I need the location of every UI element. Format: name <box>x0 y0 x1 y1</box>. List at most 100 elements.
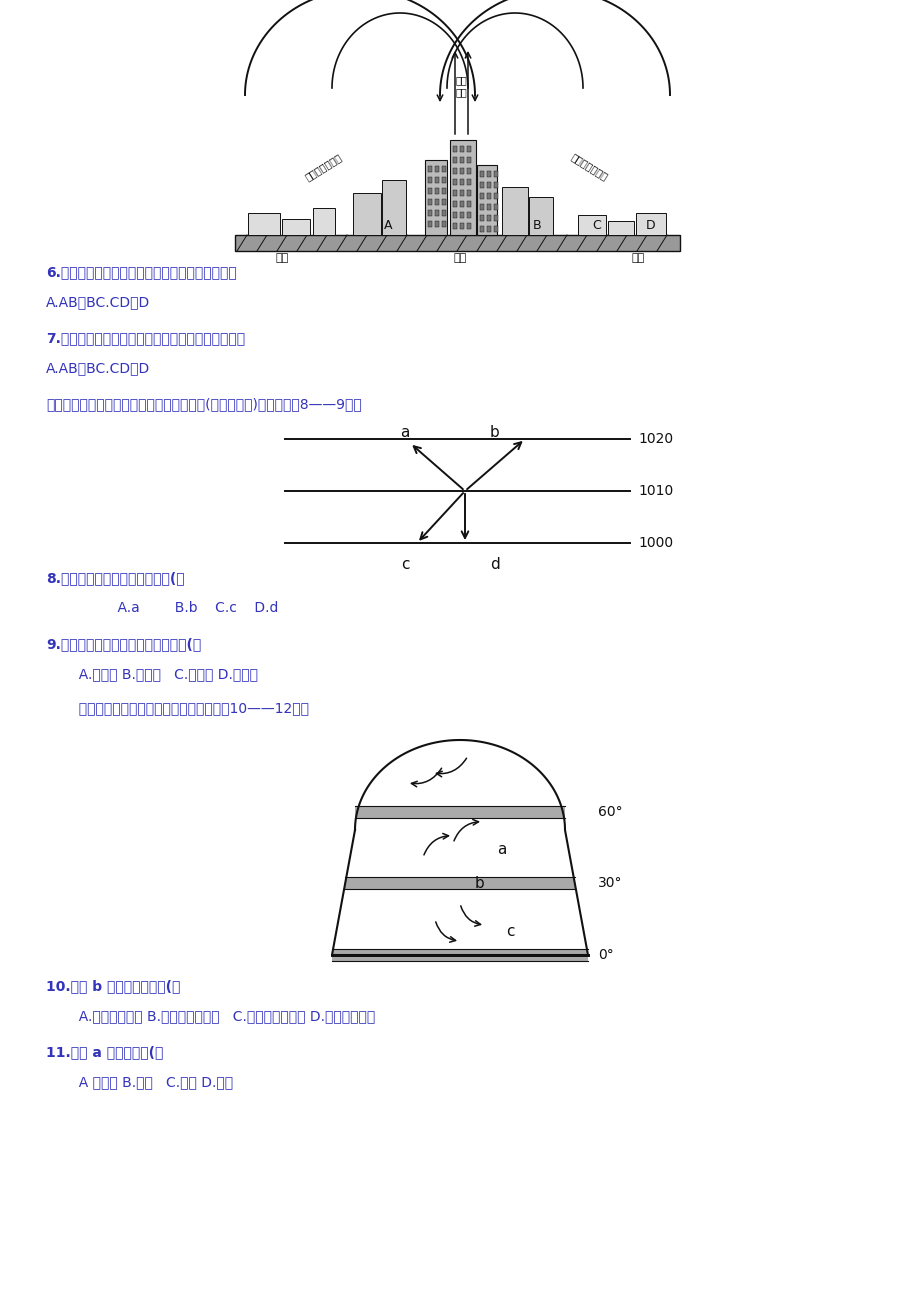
Text: 右图为北半球某气压场受力平衡时的风向图(单位：百帕)，据图完成8——9题。: 右图为北半球某气压场受力平衡时的风向图(单位：百帕)，据图完成8——9题。 <box>46 397 361 411</box>
Bar <box>425 160 447 234</box>
Bar <box>460 223 463 229</box>
Bar <box>476 165 496 234</box>
Bar <box>494 182 497 187</box>
Bar <box>480 215 483 221</box>
Text: C: C <box>592 219 601 232</box>
Bar <box>441 187 446 194</box>
Bar <box>248 214 279 234</box>
Bar <box>427 199 432 204</box>
Text: A: A <box>383 219 391 232</box>
Bar <box>449 141 475 234</box>
Bar <box>528 197 552 234</box>
Bar <box>460 201 463 207</box>
Bar <box>467 201 471 207</box>
Bar <box>486 171 491 177</box>
Bar <box>460 146 463 152</box>
Bar <box>355 806 564 818</box>
Bar <box>435 187 438 194</box>
Bar <box>435 221 438 227</box>
Bar <box>312 208 335 234</box>
Bar <box>494 215 497 221</box>
Bar <box>635 214 665 234</box>
Text: b: b <box>490 424 499 440</box>
Text: 7.根据热力环流状况，该市的大气污染企业宜规划在: 7.根据热力环流状况，该市的大气污染企业宜规划在 <box>46 331 244 345</box>
Bar <box>381 180 405 234</box>
Bar <box>441 177 446 184</box>
Bar <box>467 190 471 197</box>
Text: A.AB．BC.CD．D: A.AB．BC.CD．D <box>46 361 150 375</box>
Bar <box>467 212 471 217</box>
Bar <box>486 182 491 187</box>
Bar <box>467 168 471 174</box>
Bar <box>452 212 457 217</box>
Bar <box>353 193 380 234</box>
Text: D: D <box>645 219 655 232</box>
Text: 1020: 1020 <box>637 432 673 447</box>
Text: a: a <box>497 842 506 858</box>
Bar <box>441 210 446 216</box>
Bar <box>427 187 432 194</box>
Bar <box>502 187 528 234</box>
Bar <box>480 171 483 177</box>
Bar <box>435 210 438 216</box>
Bar <box>452 223 457 229</box>
Bar <box>452 146 457 152</box>
Bar <box>452 158 457 163</box>
Bar <box>494 204 497 210</box>
Text: 郊区: 郊区 <box>275 253 289 263</box>
Bar <box>460 158 463 163</box>
Bar <box>467 223 471 229</box>
Bar <box>480 182 483 187</box>
Bar <box>452 190 457 197</box>
Bar <box>332 949 587 961</box>
Text: 6.根据热力环流状况，该市的造林重点区宜规划在: 6.根据热力环流状况，该市的造林重点区宜规划在 <box>46 266 236 279</box>
Text: A.a        B.b    C.c    D.d: A.a B.b C.c D.d <box>100 602 278 615</box>
Bar <box>486 215 491 221</box>
Text: 10.图中 b 点所在气压带是(）: 10.图中 b 点所在气压带是(） <box>46 979 180 993</box>
Bar <box>452 201 457 207</box>
Bar <box>441 199 446 204</box>
Bar <box>332 949 587 961</box>
Bar <box>494 171 497 177</box>
Text: 由郊区流向市区: 由郊区流向市区 <box>302 152 343 182</box>
Text: 8.其中代表水平气压梯度力的是(）: 8.其中代表水平气压梯度力的是(） <box>46 572 185 585</box>
Bar <box>486 204 491 210</box>
Bar <box>427 221 432 227</box>
Text: 上升: 上升 <box>455 76 466 85</box>
Bar <box>480 227 483 232</box>
Bar <box>486 193 491 199</box>
Text: 1010: 1010 <box>637 484 673 497</box>
Bar <box>427 177 432 184</box>
Text: 气流: 气流 <box>455 87 466 98</box>
Text: 读北半球气压带、风带分布规律图，完成10——12题。: 读北半球气压带、风带分布规律图，完成10——12题。 <box>70 700 309 715</box>
Bar <box>577 215 606 234</box>
Bar <box>427 210 432 216</box>
Bar <box>435 165 438 172</box>
Bar <box>427 165 432 172</box>
Bar <box>441 221 446 227</box>
Bar <box>460 178 463 185</box>
Bar <box>234 234 679 251</box>
Text: 30°: 30° <box>597 876 622 891</box>
Text: b: b <box>474 876 484 891</box>
Text: c: c <box>401 557 409 572</box>
Text: A.北半球 B.南半球   C.东半球 D.西半球: A.北半球 B.南半球 C.东半球 D.西半球 <box>70 667 257 681</box>
Bar <box>460 168 463 174</box>
Bar <box>452 168 457 174</box>
Bar <box>345 878 574 889</box>
Bar <box>467 178 471 185</box>
Text: a: a <box>400 424 409 440</box>
Text: 郊区: 郊区 <box>630 253 644 263</box>
Text: 11.图中 a 风带的性质(）: 11.图中 a 风带的性质(） <box>46 1046 164 1059</box>
Text: 60°: 60° <box>597 805 622 819</box>
Text: 市区: 市区 <box>453 253 466 263</box>
Bar <box>452 178 457 185</box>
Text: 0°: 0° <box>597 948 613 962</box>
Text: A.极地高气压带 B.副极地高气压带   C.副热带高气压带 D.赤道低气压带: A.极地高气压带 B.副极地高气压带 C.副热带高气压带 D.赤道低气压带 <box>70 1009 375 1023</box>
Text: d: d <box>490 557 499 572</box>
Bar <box>460 190 463 197</box>
Text: B: B <box>532 219 540 232</box>
Bar <box>480 193 483 199</box>
Bar <box>441 165 446 172</box>
Bar <box>467 158 471 163</box>
